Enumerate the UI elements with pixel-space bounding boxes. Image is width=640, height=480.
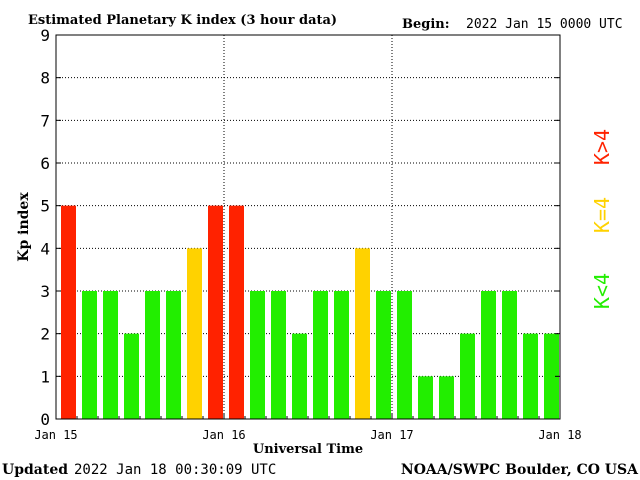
legend-k-greater-4: K>4 <box>590 129 614 165</box>
x-tick-label: Jan 16 <box>202 428 245 442</box>
plot-frame <box>55 34 561 420</box>
kp-bar <box>313 291 328 419</box>
y-tick-label: 1 <box>40 367 50 386</box>
y-tick-label: 2 <box>40 325 50 344</box>
chart-title: Estimated Planetary K index (3 hour data… <box>28 13 337 28</box>
kp-bar <box>103 291 118 419</box>
begin-label: Begin: <box>402 17 450 32</box>
kp-bar <box>544 333 559 419</box>
kp-bar <box>271 291 286 419</box>
x-tick-label: Jan 15 <box>34 428 77 442</box>
kp-bar <box>250 291 265 419</box>
kp-bar <box>523 333 538 419</box>
x-axis-label: Universal Time <box>253 442 363 457</box>
kp-bar <box>376 291 391 419</box>
kp-bar <box>145 291 160 419</box>
kp-bar <box>502 291 517 419</box>
kp-bar <box>481 291 496 419</box>
x-tick-label: Jan 18 <box>538 428 581 442</box>
y-tick-label: 5 <box>40 197 50 216</box>
kp-bar <box>187 248 202 419</box>
x-axis-ticks: Jan 15 Jan 16 Jan 17 Jan 18 <box>34 413 582 442</box>
kp-bar <box>397 291 412 419</box>
y-tick-label: 7 <box>40 111 50 130</box>
kp-bar <box>292 333 307 419</box>
kp-bar <box>229 205 244 419</box>
kp-bar <box>166 291 181 419</box>
y-tick-label: 6 <box>40 154 50 173</box>
kp-bar <box>82 291 97 419</box>
y-tick-label: 0 <box>40 410 50 429</box>
x-tick-label: Jan 17 <box>370 428 413 442</box>
y-tick-label: 9 <box>40 26 50 45</box>
begin-value: 2022 Jan 15 0000 UTC <box>466 17 623 32</box>
kp-bar <box>208 205 223 419</box>
y-tick-label: 3 <box>40 282 50 301</box>
kp-bar <box>418 376 433 419</box>
kp-bar <box>124 333 139 419</box>
updated-value: 2022 Jan 18 00:30:09 UTC <box>74 462 276 478</box>
y-tick-label: 4 <box>40 239 50 258</box>
legend-k-less-4: K<4 <box>590 273 614 309</box>
legend-k-equal-4: K=4 <box>590 197 614 233</box>
kp-bar <box>460 333 475 419</box>
kp-bar <box>334 291 349 419</box>
source-credit: NOAA/SWPC Boulder, CO USA <box>401 462 639 478</box>
y-axis-label: Kp index <box>16 192 32 262</box>
bar-series <box>61 205 559 419</box>
kp-bar <box>61 205 76 419</box>
y-tick-label: 8 <box>40 69 50 88</box>
kp-bar <box>439 376 454 419</box>
updated-label: Updated <box>2 462 68 478</box>
kp-bar <box>355 248 370 419</box>
